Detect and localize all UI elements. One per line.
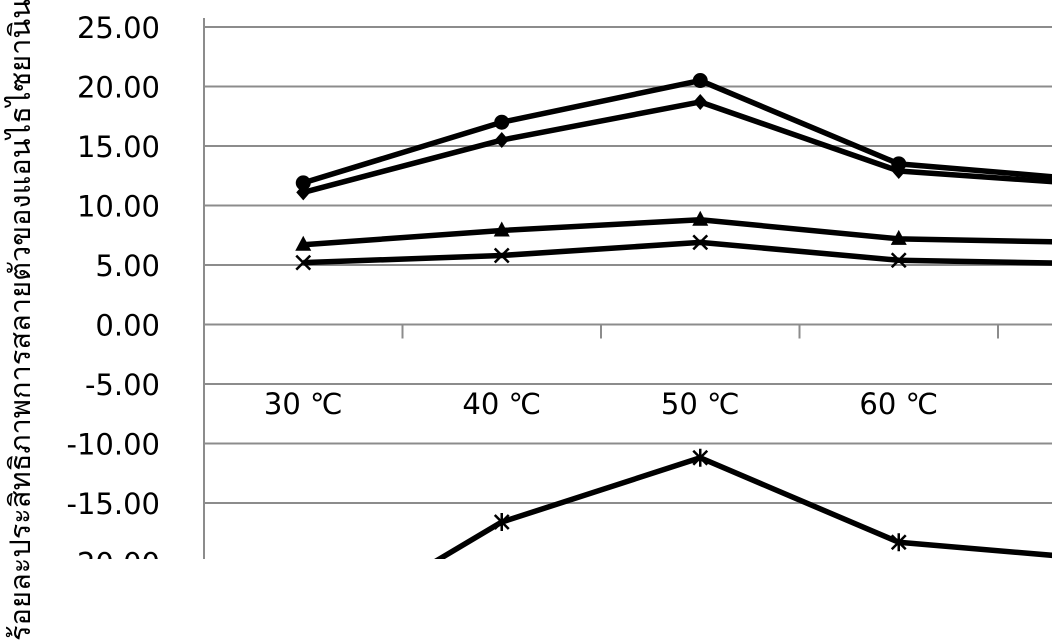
series-line <box>303 217 1052 248</box>
data-point <box>493 513 510 532</box>
data-point <box>494 114 510 130</box>
data-point <box>692 210 709 226</box>
y-tick-label: -20.00 <box>67 547 161 560</box>
y-tick-label: 15.00 <box>77 130 160 164</box>
data-point <box>494 132 509 149</box>
series-line <box>303 239 1052 266</box>
x-category-label: 40 ℃ <box>462 387 541 421</box>
y-tick-label: -15.00 <box>67 487 161 521</box>
data-point <box>692 73 708 89</box>
data-point <box>891 162 906 179</box>
data-point <box>493 221 510 237</box>
data-point <box>890 533 907 552</box>
series-line <box>434 455 1052 559</box>
series-3 <box>295 210 1052 251</box>
y-tick-label: 5.00 <box>95 249 160 283</box>
y-tick-labels: 25.00 20.00 15.00 10.00 5.00 0.00 -5.00 -10.00 -… <box>67 11 161 559</box>
data-point <box>296 184 311 201</box>
y-axis-label: ร้อยละประสิทธิภาพการสลายตัวของแอนไธไซยาน… <box>3 0 37 641</box>
y-tick-label: 10.00 <box>77 190 160 224</box>
data-point <box>692 448 709 467</box>
series-4 <box>295 234 1052 271</box>
data-point <box>693 93 708 110</box>
data-point <box>295 175 311 191</box>
data-point <box>890 252 907 269</box>
data-point <box>692 234 709 251</box>
line-chart: 25.00 20.00 15.00 10.00 5.00 0.00 -5.00 -10.00 -… <box>67 11 1052 559</box>
y-tick-label: 0.00 <box>95 309 160 343</box>
y-tick-label: -5.00 <box>85 368 160 402</box>
data-series <box>295 73 1052 559</box>
series-line <box>302 77 1052 186</box>
data-point <box>295 235 312 251</box>
data-point <box>295 254 312 271</box>
data-point <box>890 229 907 245</box>
axes <box>203 18 1052 559</box>
y-tick-label: 25.00 <box>77 11 160 45</box>
data-point <box>493 247 510 264</box>
series-5 <box>434 448 1052 559</box>
x-category-label: 60 ℃ <box>859 387 938 421</box>
x-category-label: 50 ℃ <box>661 387 740 421</box>
y-tick-label: -10.00 <box>67 428 161 462</box>
y-tick-label: 20.00 <box>77 71 160 105</box>
x-category-label: 30 ℃ <box>264 387 343 421</box>
series-2 <box>296 93 1052 201</box>
grid-lines <box>204 26 1052 504</box>
x-category-labels: 30 ℃ 40 ℃ 50 ℃ 60 ℃ <box>264 387 938 421</box>
